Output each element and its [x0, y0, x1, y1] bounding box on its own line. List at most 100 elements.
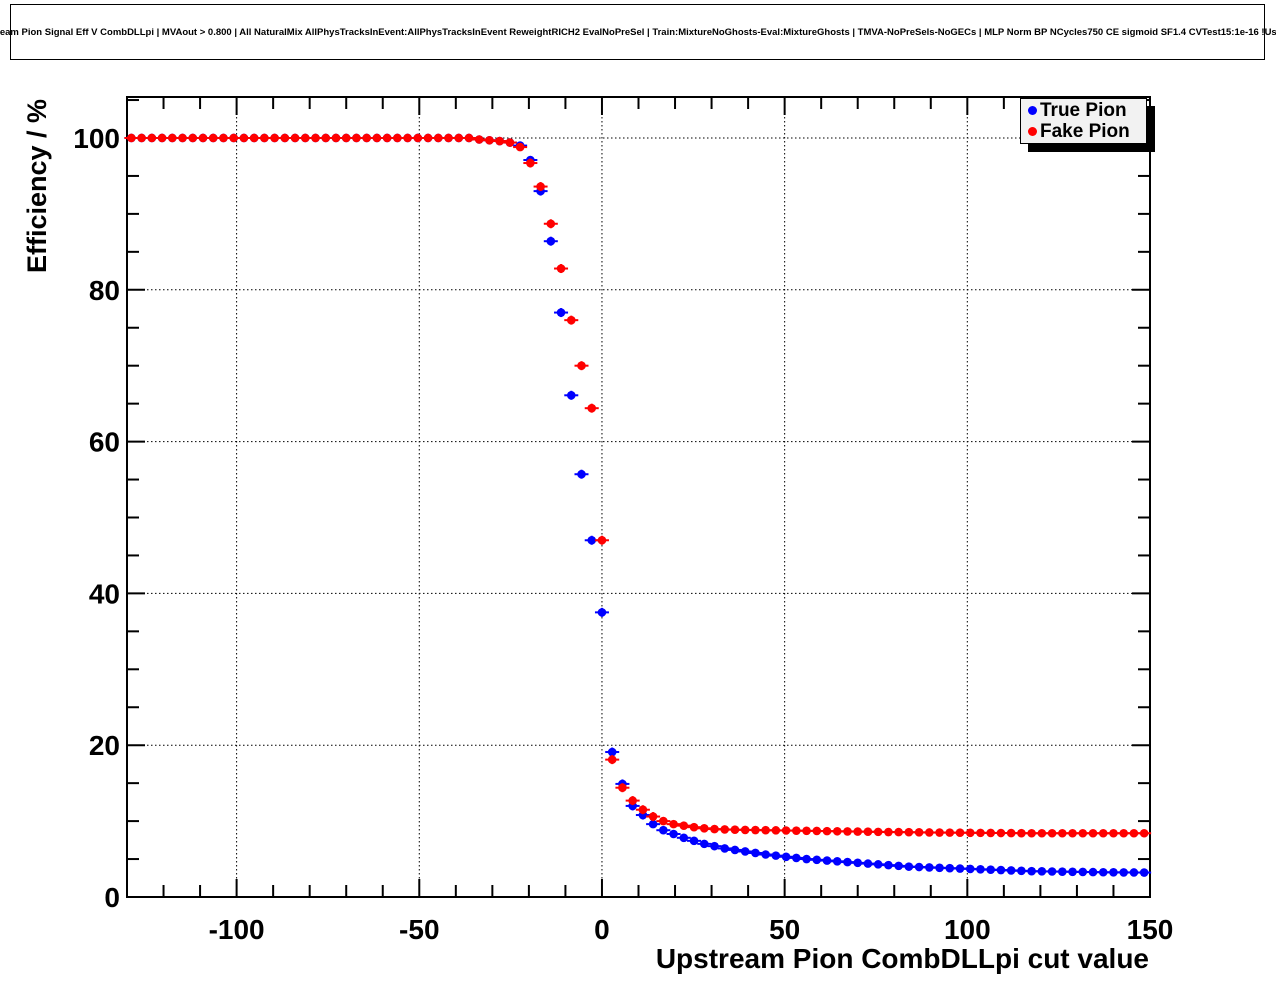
data-point-true-pion: [860, 859, 875, 868]
data-marker: [853, 827, 863, 836]
x-tick-label: -100: [209, 914, 265, 945]
data-marker: [607, 755, 617, 764]
data-marker: [1068, 828, 1077, 838]
data-marker: [986, 865, 996, 874]
data-point-fake-pion: [1055, 828, 1070, 838]
data-marker: [1027, 866, 1036, 876]
data-marker: [556, 264, 566, 273]
data-point-true-pion: [554, 308, 569, 318]
data-marker: [1088, 828, 1098, 838]
data-marker: [1129, 868, 1139, 877]
data-marker: [955, 828, 965, 838]
data-marker: [925, 863, 934, 872]
data-marker: [1047, 828, 1057, 838]
data-marker: [372, 133, 382, 143]
data-marker: [976, 864, 985, 874]
data-point-fake-pion: [646, 812, 661, 822]
data-marker: [1129, 828, 1139, 838]
data-point-true-pion: [768, 851, 783, 860]
data-marker: [1068, 867, 1077, 877]
data-point-fake-pion: [155, 133, 170, 143]
data-marker: [812, 855, 822, 865]
legend-item-fake-pion: Fake Pion: [1021, 121, 1146, 142]
title-pad: Upstream Pion Signal Eff V CombDLLpi | M…: [0, 4, 1276, 60]
data-marker: [137, 133, 146, 143]
data-marker: [157, 133, 167, 143]
data-marker: [965, 864, 975, 874]
data-marker: [485, 135, 494, 145]
x-tick-label: -50: [399, 914, 439, 945]
data-marker: [178, 133, 187, 143]
data-marker: [577, 469, 586, 479]
data-marker: [689, 822, 699, 832]
data-marker: [352, 133, 361, 143]
data-point-true-pion: [738, 847, 753, 856]
data-marker: [464, 133, 474, 143]
y-tick-label: 20: [89, 730, 120, 761]
data-marker: [986, 828, 996, 838]
data-point-fake-pion: [492, 136, 507, 146]
data-marker: [781, 826, 791, 835]
data-point-fake-pion: [400, 133, 415, 143]
data-marker: [587, 535, 597, 545]
data-point-true-pion: [574, 469, 589, 479]
data-marker: [505, 138, 515, 147]
data-marker: [884, 860, 893, 870]
data-marker: [996, 828, 1006, 838]
plot-title: Upstream Pion Signal Eff V CombDLLpi | M…: [0, 26, 1276, 38]
data-point-true-pion: [687, 836, 702, 846]
data-marker: [781, 852, 791, 862]
data-point-true-pion: [881, 860, 896, 870]
data-point-fake-pion: [328, 133, 343, 143]
data-marker: [699, 824, 709, 833]
data-point-fake-pion: [676, 821, 691, 830]
data-marker: [311, 133, 320, 143]
data-point-fake-pion: [543, 219, 558, 229]
data-marker: [1037, 867, 1047, 876]
y-tick-label: 100: [73, 123, 120, 154]
data-point-fake-pion: [482, 135, 497, 145]
data-marker: [873, 860, 883, 869]
data-marker: [648, 812, 658, 821]
data-marker: [792, 826, 801, 835]
data-marker: [679, 821, 689, 830]
data-point-true-pion: [758, 850, 773, 859]
data-point-true-pion: [676, 833, 691, 843]
data-point-fake-pion: [502, 138, 517, 147]
data-layer: [124, 133, 1152, 877]
data-marker: [965, 828, 975, 838]
data-point-true-pion: [543, 236, 558, 246]
data-marker: [1139, 868, 1149, 877]
data-marker: [730, 825, 740, 834]
data-point-fake-pion: [513, 142, 528, 152]
data-marker: [423, 133, 433, 143]
data-point-fake-pion: [1137, 828, 1152, 838]
data-marker: [669, 829, 678, 839]
legend-item-true-pion: True Pion: [1021, 100, 1146, 121]
data-marker: [290, 133, 300, 143]
data-marker: [300, 133, 310, 143]
data-marker: [996, 865, 1006, 875]
data-point-true-pion: [871, 860, 886, 869]
data-marker: [771, 826, 781, 835]
data-marker: [546, 219, 556, 229]
data-marker: [1119, 868, 1128, 877]
data-marker: [935, 828, 944, 837]
data-marker: [894, 827, 903, 837]
data-point-true-pion: [789, 853, 804, 863]
data-point-true-pion: [748, 848, 763, 858]
data-marker: [546, 236, 556, 246]
data-marker: [669, 819, 678, 829]
data-marker: [822, 826, 832, 836]
data-point-fake-pion: [533, 182, 548, 192]
data-point-fake-pion: [922, 828, 937, 837]
data-point-true-pion: [717, 844, 732, 853]
data-marker: [403, 133, 412, 143]
data-marker: [720, 825, 730, 834]
data-marker: [1119, 828, 1128, 838]
legend-marker-icon: [1028, 106, 1037, 115]
data-marker: [904, 827, 914, 837]
data-marker: [894, 861, 903, 871]
data-point-fake-pion: [656, 816, 671, 826]
